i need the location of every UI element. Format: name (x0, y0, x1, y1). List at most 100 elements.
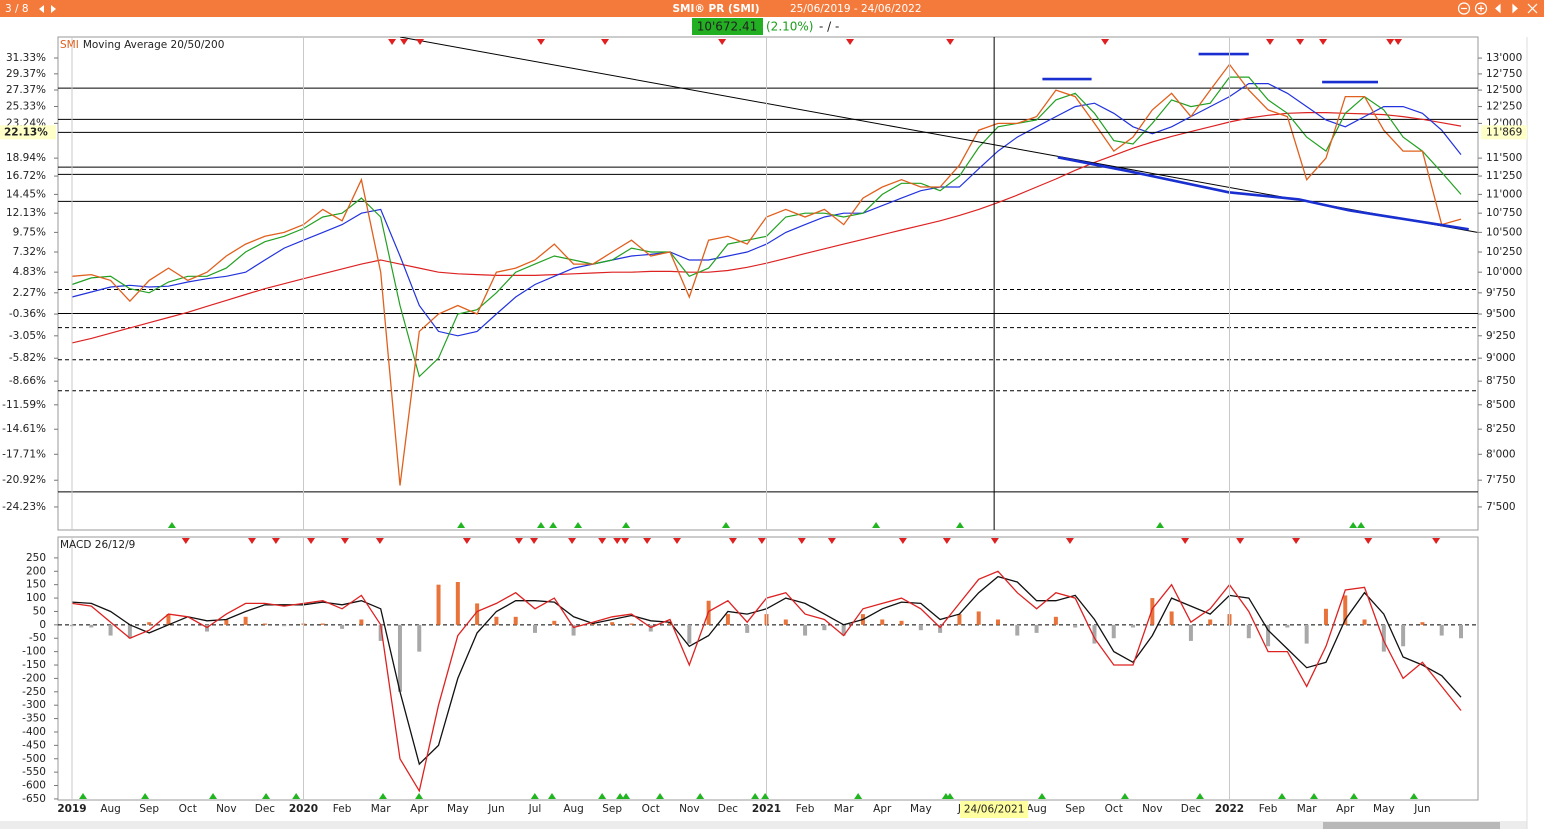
x-tick-label: Sep (1065, 803, 1085, 815)
buy-signal (696, 793, 705, 799)
histogram-bar (803, 624, 808, 636)
histogram-bar (725, 614, 730, 625)
sell-signal (388, 39, 397, 45)
y2-tick-label: -0.36% (9, 308, 46, 320)
y-tick-label: 9'500 (1486, 308, 1516, 320)
x-tick-label: Oct (1105, 803, 1123, 815)
y2-tick-label: -20.92% (2, 474, 46, 486)
sell-signal (643, 538, 652, 544)
histogram-bar (1362, 619, 1367, 625)
histogram-bar (359, 619, 364, 625)
sell-signal (621, 538, 630, 544)
scroll-thumb[interactable] (1323, 822, 1500, 829)
x-tick-label: 2022 (1215, 803, 1244, 815)
crosshair-y-label: 11'869 (1486, 126, 1522, 138)
x-tick-label: Jun (487, 803, 504, 815)
buy-signal (1037, 793, 1046, 799)
y-tick-label: -250 (22, 686, 46, 698)
sell-signal (1432, 538, 1441, 544)
x-tick-label: May (910, 803, 932, 815)
histogram-bar (436, 584, 441, 625)
histogram-bar (320, 623, 325, 625)
buy-signal (622, 522, 631, 528)
y-tick-label: 8'000 (1486, 448, 1516, 460)
y-tick-label: 8'500 (1486, 399, 1516, 411)
y-tick-label: 13'000 (1486, 52, 1522, 64)
sell-signal (601, 39, 610, 45)
histogram-bar (976, 611, 981, 625)
buy-signal (536, 522, 545, 528)
y2-tick-label: 12.13% (6, 207, 46, 219)
sell-signal (1386, 39, 1395, 45)
histogram-bar (745, 624, 750, 633)
x-tick-label: Apr (1336, 803, 1355, 815)
y2-tick-label: 29.37% (6, 68, 46, 80)
date-range: 25/06/2019 - 24/06/2022 (790, 3, 922, 15)
buy-signal (1120, 793, 1129, 799)
change: (2.10%) (766, 20, 813, 34)
sell-signal (1101, 39, 1110, 45)
x-tick-label: 2021 (752, 803, 781, 815)
sell-signal (1292, 538, 1301, 544)
y-tick-label: -650 (22, 793, 46, 805)
sell-signal (1266, 39, 1275, 45)
y-tick-label: -450 (22, 739, 46, 751)
y2-tick-label: -24.23% (2, 501, 46, 513)
histogram-bar (938, 624, 943, 633)
y-tick-label: -600 (22, 780, 46, 792)
histogram-bar (513, 616, 518, 625)
prev-button[interactable] (39, 5, 44, 13)
sell-signal (416, 39, 425, 45)
x-tick-label: J (957, 803, 961, 815)
histogram-bar (1073, 624, 1078, 628)
x-tick-label: Aug (563, 803, 584, 815)
buy-signal (378, 793, 387, 799)
macd-plot (58, 570, 1478, 793)
y2-tick-label: 2.27% (13, 287, 46, 299)
buy-signal (1357, 522, 1366, 528)
x-tick-label: Apr (410, 803, 429, 815)
x-tick-label: Feb (333, 803, 352, 815)
histogram-bar (841, 624, 846, 636)
histogram-bar (89, 624, 94, 628)
histogram-bar (880, 619, 885, 625)
crosshair-x-label: 24/06/2021 (964, 804, 1025, 816)
crosshair-y2-label: 22.13% (4, 126, 48, 138)
window-icons[interactable] (1457, 2, 1538, 15)
histogram-bar (552, 620, 557, 625)
x-tick-label: Jun (1413, 803, 1430, 815)
histogram-bar (1401, 624, 1406, 647)
histogram-bar (1150, 598, 1155, 625)
sell-signal (400, 39, 409, 45)
buy-signal (1277, 793, 1286, 799)
y-tick-label: -150 (22, 659, 46, 671)
buy-signal (616, 793, 625, 799)
y2-tick-label: -17.71% (2, 448, 46, 460)
sell-signal (247, 538, 256, 544)
sell-signal (1319, 39, 1328, 45)
histogram-bar (108, 624, 113, 636)
sell-signal (598, 538, 607, 544)
y2-tick-label: 18.94% (6, 152, 46, 164)
next-button[interactable] (51, 5, 56, 13)
histogram-bar (1246, 624, 1251, 639)
legend: SMI Moving Average 20/50/200 (60, 39, 224, 51)
scrollbar[interactable] (0, 821, 1527, 829)
page-counter: 3 / 8 (5, 3, 29, 15)
buy-signal (262, 793, 271, 799)
buy-signal (549, 522, 558, 528)
sell-signal (462, 538, 471, 544)
histogram-bar (127, 624, 132, 639)
buy-signal (622, 793, 631, 799)
sell-signal (181, 538, 190, 544)
sell-signal (946, 39, 955, 45)
histogram-bar (610, 622, 615, 625)
histogram-bar (1304, 624, 1309, 644)
sell-signal (728, 538, 737, 544)
histogram-bar (899, 620, 904, 625)
buy-signal (209, 793, 218, 799)
buy-signal (955, 522, 964, 528)
y-tick-label: 250 (26, 552, 46, 564)
y-tick-label: 8'250 (1486, 423, 1516, 435)
